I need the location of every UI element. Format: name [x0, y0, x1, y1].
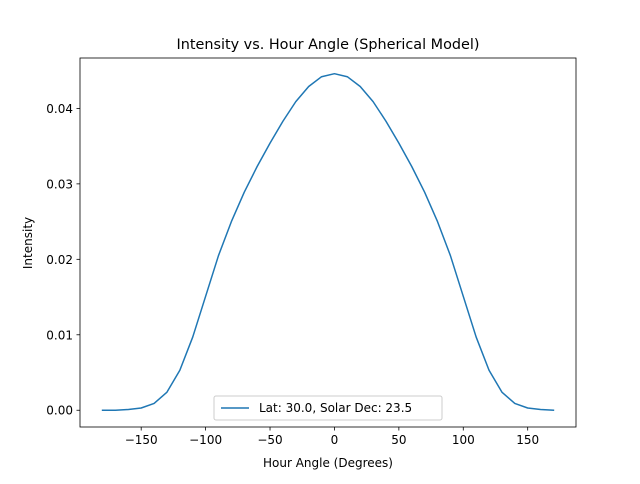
chart-title: Intensity vs. Hour Angle (Spherical Mode… — [176, 37, 479, 53]
x-axis-label: Hour Angle (Degrees) — [263, 456, 393, 470]
plot-area — [80, 58, 576, 427]
y-axis-ticks: 0.00 0.01 0.02 0.03 0.04 — [46, 102, 80, 418]
plot-frame — [79, 57, 577, 428]
y-tick-label: 0.04 — [46, 102, 73, 116]
x-tick-label: −100 — [189, 433, 222, 447]
legend-box — [213, 395, 443, 421]
legend: Lat: 30.0, Solar Dec: 23.5 — [213, 395, 443, 421]
y-tick-label: 0.03 — [46, 177, 73, 191]
x-axis-ticks: −150 −100 −50 0 50 100 150 — [125, 427, 539, 447]
y-axis-label: Intensity — [21, 217, 35, 269]
series-line — [101, 72, 555, 412]
y-tick-label: 0.01 — [46, 328, 73, 342]
x-tick-label: 50 — [391, 433, 406, 447]
x-tick-label: 150 — [516, 433, 539, 447]
plot-lines — [101, 72, 555, 412]
x-tick-label: −150 — [125, 433, 158, 447]
x-tick-label: −50 — [257, 433, 282, 447]
legend-entry-label: Lat: 30.0, Solar Dec: 23.5 — [259, 401, 412, 415]
y-tick-label: 0.02 — [46, 253, 73, 267]
y-tick-label: 0.00 — [46, 404, 73, 418]
x-tick-label: 0 — [331, 433, 339, 447]
x-tick-label: 100 — [452, 433, 475, 447]
